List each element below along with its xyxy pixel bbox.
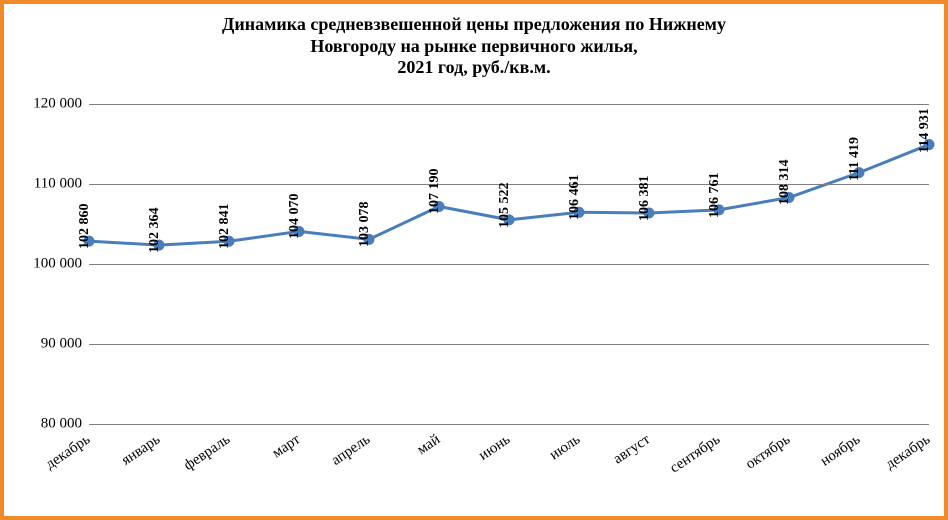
data-label: 107 190 <box>427 169 443 215</box>
data-label: 102 364 <box>147 208 163 254</box>
x-axis-label: сентябрь <box>667 431 724 477</box>
y-axis-label: 110 000 <box>17 176 82 193</box>
x-axis-label: март <box>269 431 303 462</box>
x-axis-label: январь <box>119 431 164 469</box>
data-label: 102 860 <box>77 204 93 250</box>
data-label: 103 078 <box>357 202 373 248</box>
x-axis-label: ноябрь <box>818 431 864 470</box>
data-label: 106 761 <box>707 172 723 218</box>
data-label: 106 461 <box>567 175 583 221</box>
data-label: 106 381 <box>637 175 653 221</box>
x-axis-label: июнь <box>476 431 514 464</box>
x-axis-label: май <box>414 431 443 459</box>
y-axis-label: 90 000 <box>17 336 82 353</box>
data-label: 105 522 <box>497 182 513 228</box>
x-axis-label: декабрь <box>43 431 94 473</box>
x-axis-label: август <box>611 431 654 468</box>
data-label: 102 841 <box>217 204 233 250</box>
chart-frame: Динамика средневзвешенной цены предложен… <box>0 0 948 520</box>
gridline <box>89 424 929 425</box>
data-label: 108 314 <box>777 160 793 206</box>
data-label: 104 070 <box>287 194 303 240</box>
y-axis-label: 100 000 <box>17 256 82 273</box>
gridline <box>89 344 929 345</box>
plot-area: 80 00090 000100 000110 000120 000декабрь… <box>89 104 929 424</box>
x-axis-label: июль <box>547 431 584 464</box>
y-axis-label: 80 000 <box>17 416 82 433</box>
y-axis-label: 120 000 <box>17 96 82 113</box>
data-label: 114 931 <box>917 108 933 153</box>
chart-title: Динамика средневзвешенной цены предложен… <box>24 14 924 79</box>
x-axis-label: апрель <box>329 431 374 469</box>
data-label: 111 419 <box>847 137 863 181</box>
gridline <box>89 104 929 105</box>
x-axis-label: декабрь <box>883 431 934 473</box>
x-axis-label: октябрь <box>743 431 794 473</box>
x-axis-label: февраль <box>181 431 234 474</box>
gridline <box>89 264 929 265</box>
